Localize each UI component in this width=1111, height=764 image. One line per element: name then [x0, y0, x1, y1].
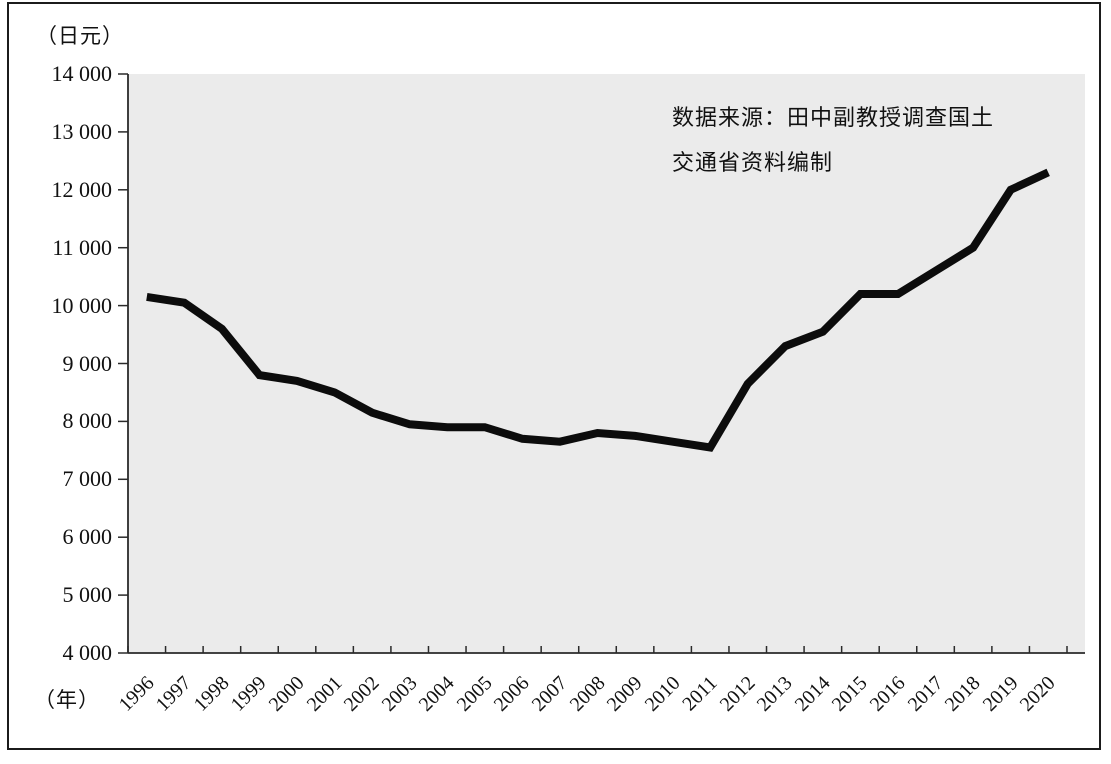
- y-tick-label: 11 000: [52, 234, 112, 260]
- y-axis-unit-label: （日元）: [36, 24, 124, 48]
- data-line: [146, 168, 1050, 452]
- data-source-note-line1: 数据来源：田中副教授调查国土: [672, 105, 995, 130]
- y-tick-label: 8 000: [62, 408, 113, 434]
- y-tick-label: 10 000: [51, 292, 113, 318]
- y-tick-label: 12 000: [51, 176, 113, 202]
- y-tick-label: 14 000: [51, 61, 113, 86]
- y-tick-label: 7 000: [62, 466, 113, 492]
- y-tick-label: 13 000: [51, 118, 113, 144]
- y-tick-label: 4 000: [62, 640, 113, 665]
- data-source-note-line2: 交通省资料编制: [672, 150, 834, 175]
- plot-background: [128, 74, 1085, 653]
- y-tick-label: 9 000: [62, 350, 113, 376]
- x-axis-unit-label: （年）: [34, 688, 100, 712]
- data-source-note: 数据来源：田中副教授调查国土 交通省资料编制: [672, 95, 994, 185]
- y-tick-label: 5 000: [62, 582, 113, 608]
- y-tick-label: 6 000: [62, 524, 113, 550]
